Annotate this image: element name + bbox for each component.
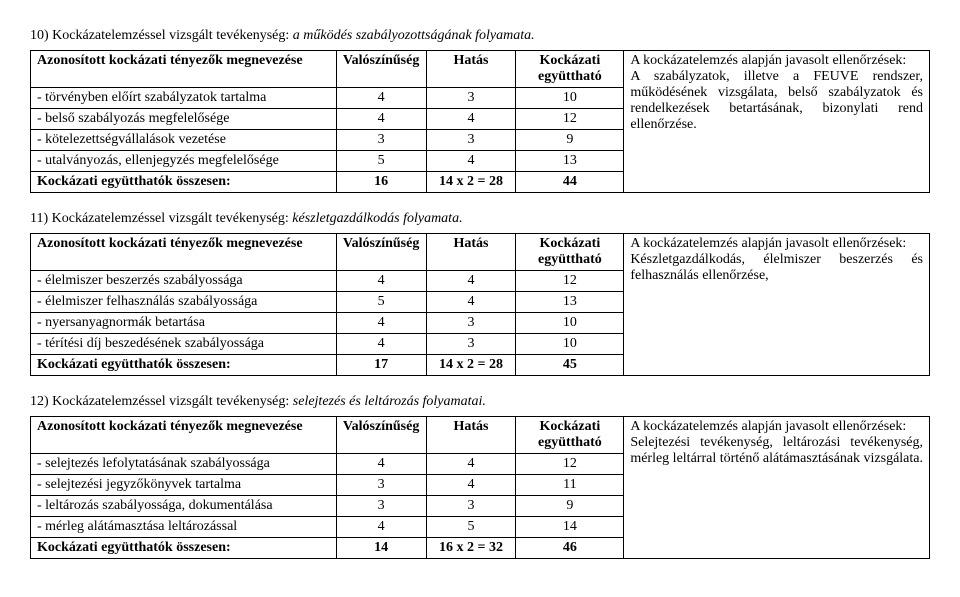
row-name: - selejtezés lefolytatásának szabályossá… (31, 454, 337, 475)
note-text: Selejtezési tevékenység, leltározási tev… (630, 435, 923, 466)
row-name: - selejtezési jegyzőkönyvek tartalma (31, 475, 337, 496)
row-koef: 10 (516, 88, 624, 109)
row-val: 5 (336, 292, 426, 313)
row-hatas: 4 (426, 475, 516, 496)
table-header-row: Azonosított kockázati tényezők megnevezé… (31, 417, 930, 454)
note-cell: A kockázatelemzés alapján javasolt ellen… (624, 51, 930, 193)
header-val: Valószínűség (336, 51, 426, 88)
row-val: 4 (336, 454, 426, 475)
row-val: 4 (336, 334, 426, 355)
row-name: - mérleg alátámasztása leltározással (31, 517, 337, 538)
section-title-italic: készletgazdálkodás folyamata. (292, 211, 462, 226)
row-hatas: 4 (426, 151, 516, 172)
section-title-prefix: 11) Kockázatelemzéssel vizsgált tevékeny… (30, 211, 292, 226)
total-label: Kockázati együtthatók összesen: (31, 538, 337, 559)
row-koef: 14 (516, 517, 624, 538)
section-title-12: 12) Kockázatelemzéssel vizsgált tevékeny… (30, 394, 930, 410)
row-name: - kötelezettségvállalások vezetése (31, 130, 337, 151)
row-hatas: 4 (426, 109, 516, 130)
row-hatas: 3 (426, 334, 516, 355)
row-val: 4 (336, 271, 426, 292)
row-val: 4 (336, 109, 426, 130)
note-text: Készletgazdálkodás, élelmiszer beszerzés… (630, 252, 923, 283)
header-val: Valószínűség (336, 234, 426, 271)
header-name: Azonosított kockázati tényezők megnevezé… (31, 51, 337, 88)
total-koef: 44 (516, 172, 624, 193)
total-hatas: 14 x 2 = 28 (426, 172, 516, 193)
row-koef: 12 (516, 454, 624, 475)
row-name: - térítési díj beszedésének szabályosság… (31, 334, 337, 355)
note-cell: A kockázatelemzés alapján javasolt ellen… (624, 234, 930, 376)
table-header-row: Azonosított kockázati tényezők megnevezé… (31, 51, 930, 88)
note-cell: A kockázatelemzés alapján javasolt ellen… (624, 417, 930, 559)
row-hatas: 3 (426, 496, 516, 517)
row-hatas: 5 (426, 517, 516, 538)
total-label: Kockázati együtthatók összesen: (31, 172, 337, 193)
header-hatas: Hatás (426, 234, 516, 271)
note-header: A kockázatelemzés alapján javasolt ellen… (630, 419, 906, 434)
section-title-prefix: 12) Kockázatelemzéssel vizsgált tevékeny… (30, 394, 293, 409)
row-val: 4 (336, 313, 426, 334)
header-val: Valószínűség (336, 417, 426, 454)
row-name: - belső szabályozás megfelelősége (31, 109, 337, 130)
row-koef: 9 (516, 496, 624, 517)
row-hatas: 4 (426, 271, 516, 292)
row-koef: 12 (516, 271, 624, 292)
row-hatas: 3 (426, 88, 516, 109)
note-header: A kockázatelemzés alapján javasolt ellen… (630, 236, 906, 251)
section-title-10: 10) Kockázatelemzéssel vizsgált tevékeny… (30, 28, 930, 44)
risk-table-10: Azonosított kockázati tényezők megnevezé… (30, 50, 930, 193)
total-label: Kockázati együtthatók összesen: (31, 355, 337, 376)
row-hatas: 4 (426, 454, 516, 475)
row-val: 3 (336, 475, 426, 496)
total-val: 16 (336, 172, 426, 193)
section-title-italic: selejtezés és leltározás folyamatai. (293, 394, 486, 409)
row-val: 3 (336, 496, 426, 517)
total-val: 17 (336, 355, 426, 376)
row-koef: 13 (516, 151, 624, 172)
row-hatas: 4 (426, 292, 516, 313)
row-hatas: 3 (426, 313, 516, 334)
header-koef: Kockázati együttható (516, 417, 624, 454)
row-name: - törvényben előírt szabályzatok tartalm… (31, 88, 337, 109)
section-title-italic: a működés szabályozottságának folyamata. (293, 28, 535, 43)
header-koef: Kockázati együttható (516, 234, 624, 271)
row-koef: 10 (516, 334, 624, 355)
total-hatas: 14 x 2 = 28 (426, 355, 516, 376)
section-title-prefix: 10) Kockázatelemzéssel vizsgált tevékeny… (30, 28, 293, 43)
row-val: 4 (336, 517, 426, 538)
note-text: A szabályzatok, illetve a FEUVE rendszer… (630, 69, 923, 132)
table-header-row: Azonosított kockázati tényezők megnevezé… (31, 234, 930, 271)
row-val: 5 (336, 151, 426, 172)
row-name: - nyersanyagnormák betartása (31, 313, 337, 334)
row-koef: 11 (516, 475, 624, 496)
total-koef: 46 (516, 538, 624, 559)
total-koef: 45 (516, 355, 624, 376)
risk-table-11: Azonosított kockázati tényezők megnevezé… (30, 233, 930, 376)
header-koef: Kockázati együttható (516, 51, 624, 88)
header-hatas: Hatás (426, 417, 516, 454)
row-val: 4 (336, 88, 426, 109)
total-hatas: 16 x 2 = 32 (426, 538, 516, 559)
row-name: - leltározás szabályossága, dokumentálás… (31, 496, 337, 517)
header-name: Azonosított kockázati tényezők megnevezé… (31, 417, 337, 454)
note-header: A kockázatelemzés alapján javasolt ellen… (630, 53, 906, 68)
row-name: - utalványozás, ellenjegyzés megfelelősé… (31, 151, 337, 172)
row-hatas: 3 (426, 130, 516, 151)
section-title-11: 11) Kockázatelemzéssel vizsgált tevékeny… (30, 211, 930, 227)
row-koef: 12 (516, 109, 624, 130)
row-koef: 9 (516, 130, 624, 151)
row-name: - élelmiszer beszerzés szabályossága (31, 271, 337, 292)
row-koef: 13 (516, 292, 624, 313)
row-koef: 10 (516, 313, 624, 334)
header-name: Azonosított kockázati tényezők megnevezé… (31, 234, 337, 271)
total-val: 14 (336, 538, 426, 559)
row-val: 3 (336, 130, 426, 151)
row-name: - élelmiszer felhasználás szabályossága (31, 292, 337, 313)
risk-table-12: Azonosított kockázati tényezők megnevezé… (30, 416, 930, 559)
header-hatas: Hatás (426, 51, 516, 88)
